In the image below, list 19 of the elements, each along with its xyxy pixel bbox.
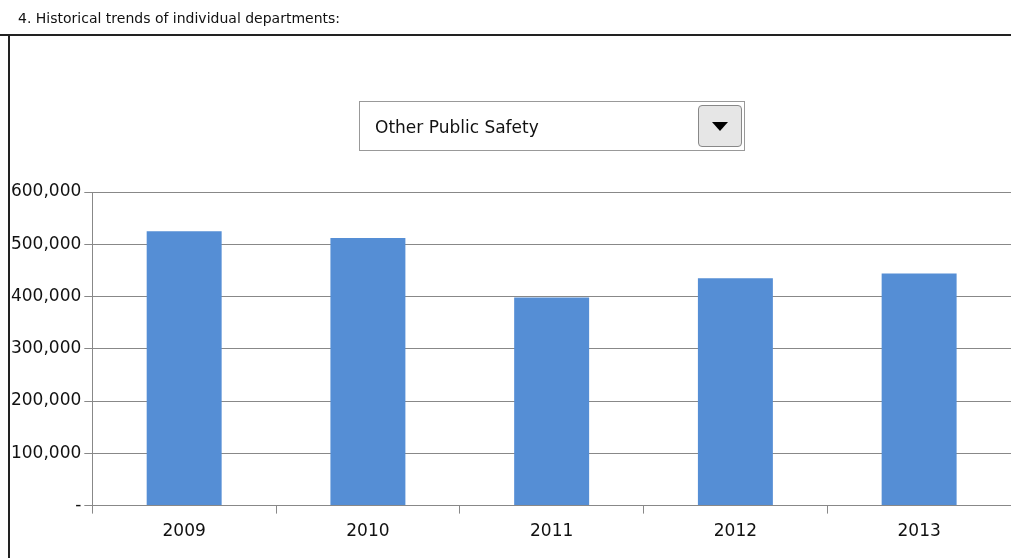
bar	[881, 273, 957, 506]
bar	[697, 278, 773, 506]
y-tick-label: -	[75, 494, 82, 515]
x-tick-label: 2013	[897, 520, 941, 541]
y-tick-label: 600,000	[10, 180, 82, 201]
bar	[330, 238, 406, 506]
x-tick-label: 2011	[530, 520, 574, 541]
chart-title: 4. Historical trends of individual departments:	[0, 0, 1011, 36]
y-tick-label: 400,000	[10, 284, 82, 305]
x-tick-label: 2010	[346, 520, 390, 541]
y-tick-label: 300,000	[10, 337, 82, 358]
y-tick-label: 500,000	[10, 232, 82, 253]
y-tick-label: 200,000	[10, 389, 82, 410]
bar	[146, 231, 222, 506]
y-tick-label: 100,000	[10, 441, 82, 462]
chart-subtitle: Other Public Safety	[375, 117, 539, 137]
x-tick-label: 2012	[713, 520, 758, 541]
bar	[514, 297, 590, 506]
x-tick-label: 2009	[162, 520, 206, 541]
